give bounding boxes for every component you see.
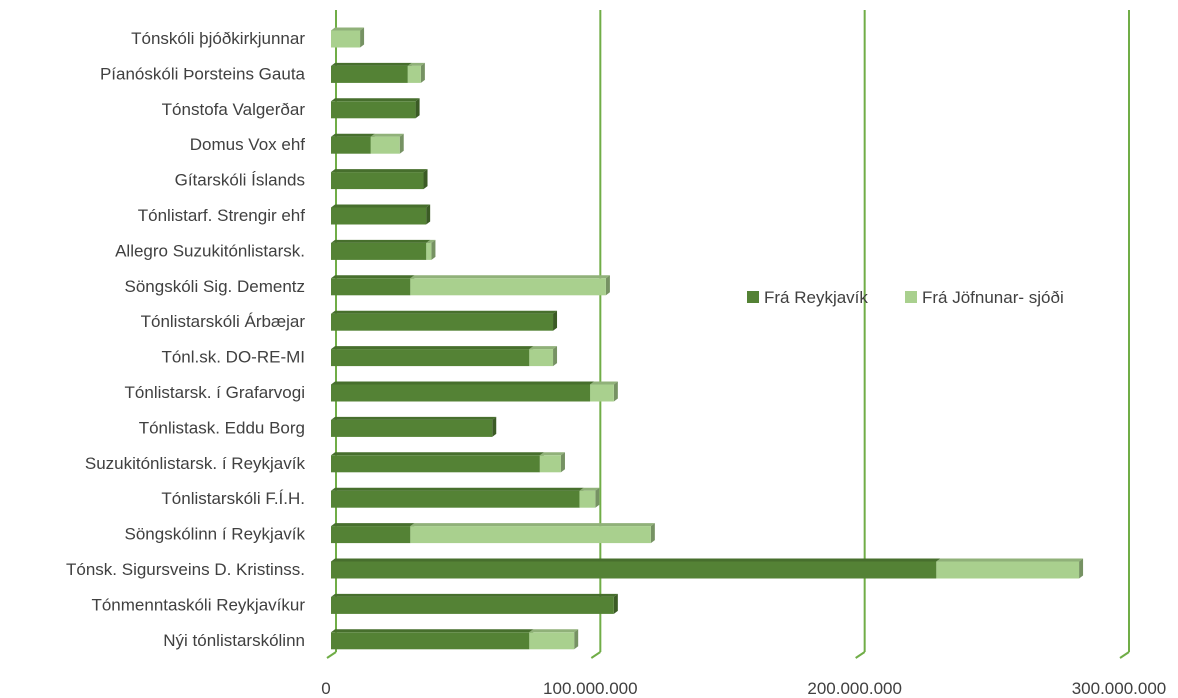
bar-16-series-0 <box>331 593 618 614</box>
category-label-5: Tónlistarf. Strengir ehf <box>138 206 306 225</box>
x-tick-label-0: 0 <box>321 679 330 698</box>
bar-13-series-1 <box>579 487 600 508</box>
bar-10-series-0 <box>331 381 595 402</box>
bar-3-series-1 <box>370 133 404 154</box>
gridlines <box>326 10 1130 659</box>
legend: Frá Reykjavík Frá Jöfnunar- sjóði <box>747 288 1064 307</box>
category-label-16: Tónmenntaskóli Reykjavíkur <box>91 595 305 614</box>
bar-12-series-1 <box>539 452 565 473</box>
bar-5-series-0 <box>331 204 431 225</box>
bar-6-series-1 <box>426 239 436 260</box>
bar-17-series-0 <box>331 629 534 650</box>
gridline-foot-1 <box>590 651 601 659</box>
legend-label-fra-reykjavik: Frá Reykjavík <box>764 288 868 307</box>
bar-9-series-0 <box>331 346 534 367</box>
category-label-9: Tónl.sk. DO-RE-MI <box>161 348 305 367</box>
category-label-17: Nýi tónlistarskólinn <box>163 631 305 650</box>
bar-1-series-0 <box>331 62 412 83</box>
bar-14-series-1 <box>410 523 655 544</box>
category-label-12: Suzukitónlistarsk. í Reykjavík <box>85 454 306 473</box>
category-label-4: Gítarskóli Íslands <box>175 171 305 190</box>
legend-swatch-fra-reykjavik <box>747 291 759 303</box>
bar-15-series-1 <box>936 558 1084 579</box>
gridline-foot-2 <box>855 651 866 659</box>
bars <box>331 27 1084 650</box>
x-axis-tick-labels: 0 100.000.000 200.000.000 300.000.000 <box>321 679 1166 698</box>
bar-0-series-1 <box>331 27 365 48</box>
bar-17-series-1 <box>529 629 579 650</box>
bar-13-series-0 <box>331 487 584 508</box>
gridline-foot-0 <box>326 651 337 659</box>
category-label-13: Tónlistarskóli F.Í.H. <box>161 489 305 508</box>
bar-15-series-0 <box>331 558 941 579</box>
bar-1-series-1 <box>407 62 425 83</box>
bar-11-series-0 <box>331 416 497 437</box>
category-label-6: Allegro Suzukitónlistarsk. <box>115 241 305 260</box>
bar-2-series-0 <box>331 98 420 119</box>
category-label-14: Söngskólinn í Reykjavík <box>125 525 306 544</box>
category-label-3: Domus Vox ehf <box>190 135 306 154</box>
legend-swatch-fra-jofnunarsjodi <box>905 291 917 303</box>
bar-7-series-0 <box>331 275 415 296</box>
category-label-15: Tónsk. Sigursveins D. Kristinss. <box>66 560 305 579</box>
bar-7-series-1 <box>410 275 610 296</box>
gridline-foot-3 <box>1119 651 1130 659</box>
category-label-8: Tónlistarskóli Árbæjar <box>141 312 306 331</box>
legend-label-fra-jofnunarsjodi: Frá Jöfnunar- sjóði <box>922 288 1064 307</box>
bar-8-series-0 <box>331 310 558 331</box>
category-label-10: Tónlistarsk. í Grafarvogi <box>125 383 305 402</box>
bar-14-series-0 <box>331 523 415 544</box>
x-tick-label-1: 100.000.000 <box>543 679 638 698</box>
bar-9-series-1 <box>529 346 558 367</box>
category-label-7: Söngskóli Sig. Dementz <box>125 277 305 296</box>
bar-12-series-0 <box>331 452 544 473</box>
category-labels: Tónskóli þjóðkirkjunnar Píanóskóli Þorste… <box>66 29 306 650</box>
bar-3-series-0 <box>331 133 375 154</box>
bar-6-series-0 <box>331 239 431 260</box>
bar-4-series-0 <box>331 169 428 190</box>
category-label-11: Tónlistask. Eddu Borg <box>139 418 305 437</box>
x-tick-label-2: 200.000.000 <box>807 679 902 698</box>
x-tick-label-3: 300.000.000 <box>1072 679 1167 698</box>
category-label-1: Píanóskóli Þorsteins Gauta <box>100 64 306 83</box>
category-label-0: Tónskóli þjóðkirkjunnar <box>131 29 305 48</box>
bar-10-series-1 <box>590 381 618 402</box>
category-label-2: Tónstofa Valgerðar <box>162 100 306 119</box>
